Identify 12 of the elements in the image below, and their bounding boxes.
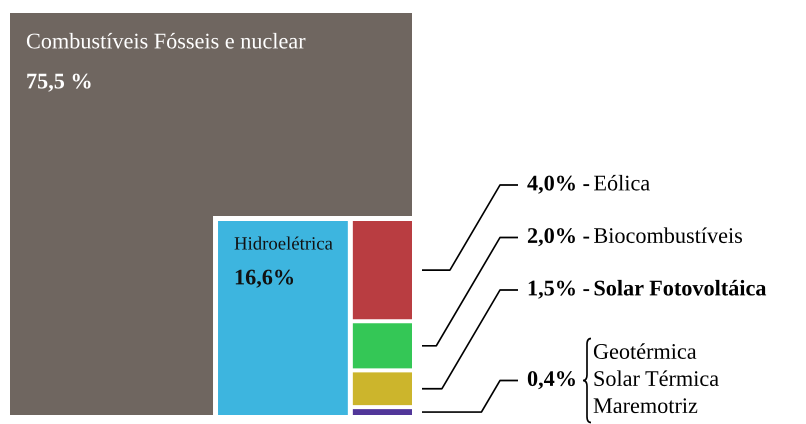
data-label: 4,0% - [527, 176, 590, 194]
data-label: 2,0% - [528, 228, 590, 246]
category-label: Solar Fotovoltáica [594, 280, 766, 296]
category-label: Eólica [594, 174, 650, 191]
category-label: Geotérmica Solar Térmica Maremotriz [594, 343, 719, 414]
data-label: 1,5% - [528, 280, 590, 299]
category-label: Combustíveis Fósseis e nuclear [26, 32, 306, 49]
category-label: Biocombustíveis [594, 227, 742, 244]
category-label: Hidroelétrica [234, 236, 333, 250]
data-label: 75,5 % [27, 74, 91, 92]
data-label: 0,4% [528, 371, 575, 390]
data-label: 16,6% [236, 270, 294, 288]
